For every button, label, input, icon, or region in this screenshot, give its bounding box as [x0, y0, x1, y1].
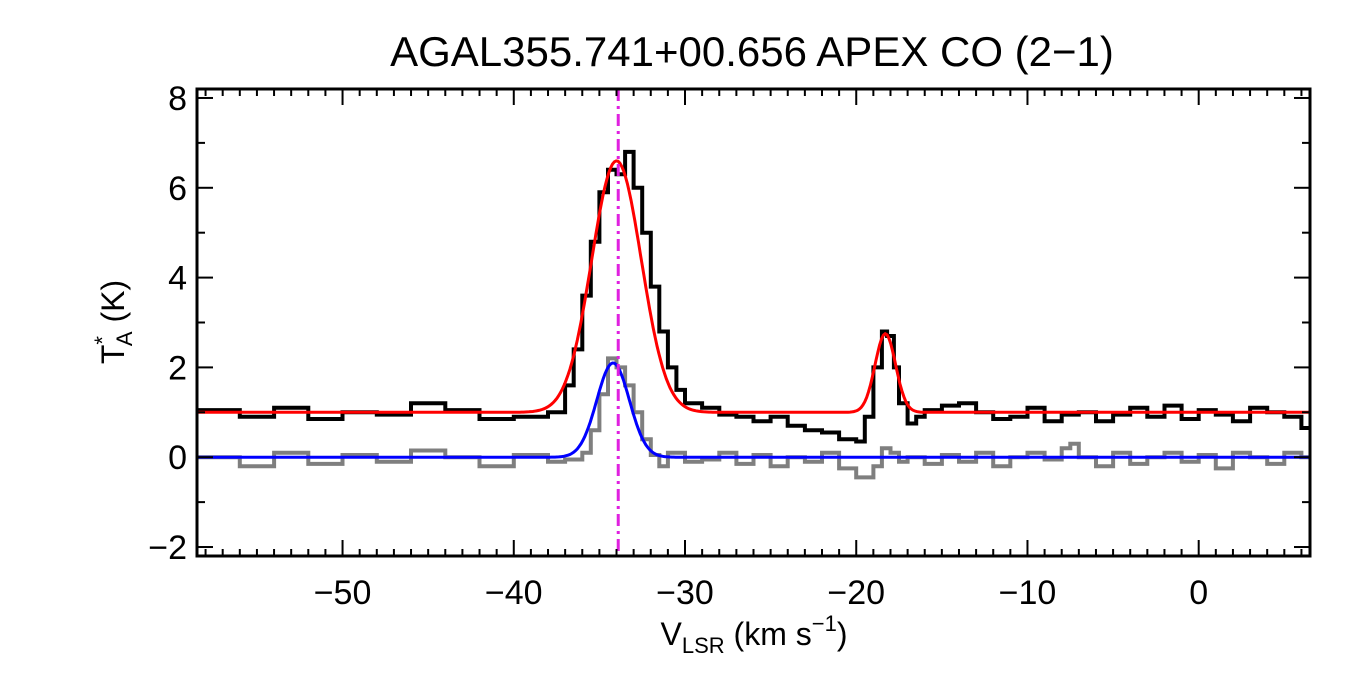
x-tick-label: −20	[827, 574, 885, 612]
series-line-0	[197, 149, 1310, 444]
x-tick-label: 0	[1189, 574, 1208, 612]
plot-frame	[195, 87, 1312, 558]
x-axis-title: VLSR (km s−1)	[661, 611, 848, 658]
y-tick-label: 6	[168, 170, 187, 208]
x-tick-label: −30	[656, 574, 714, 612]
y-tick-label: 8	[168, 80, 187, 118]
y-axis-title: T*A (K)	[90, 280, 137, 364]
plot-area	[195, 87, 1312, 558]
series-line-2	[197, 159, 1310, 414]
x-axis-title-sub: LSR	[682, 633, 725, 658]
chart-title: AGAL355.741+00.656 APEX CO (2−1)	[390, 28, 1114, 75]
x-axis-title-main: V	[661, 616, 683, 652]
x-tick-label: −50	[314, 574, 372, 612]
x-axis-title-sup: −1	[812, 611, 837, 636]
y-axis-title-sup: *	[90, 336, 115, 345]
x-axis-title-units: (km s	[725, 616, 812, 652]
x-tick-labels: −50 −40 −30 −20 −10 0	[314, 574, 1208, 612]
y-tick-label: −2	[148, 529, 187, 567]
x-tick-label: −40	[485, 574, 543, 612]
series-line-3	[197, 361, 1310, 459]
series-line-1	[197, 356, 1310, 480]
x-axis-title-close: )	[837, 616, 848, 652]
y-axis-title-main: T	[95, 345, 131, 365]
x-tick-label: −10	[999, 574, 1057, 612]
y-tick-label: 0	[168, 439, 187, 477]
y-tick-labels: −2 0 2 4 6 8	[148, 80, 187, 567]
y-tick-label: 4	[168, 260, 187, 298]
y-axis-title-sub: A	[112, 331, 137, 346]
y-axis-title-units: (K)	[95, 280, 131, 332]
y-tick-label: 2	[168, 349, 187, 387]
